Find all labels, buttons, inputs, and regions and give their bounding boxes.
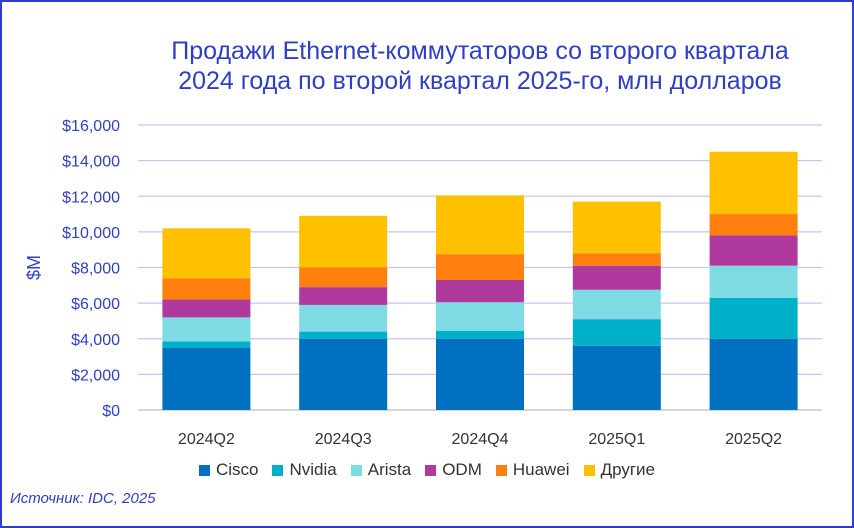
chart-title-line-1: Продажи Ethernet-коммутаторов со второго… (171, 37, 789, 65)
legend-swatch (350, 464, 362, 476)
source-note: Источник: IDC, 2025 (10, 490, 156, 507)
bar-segment (709, 338, 798, 410)
y-tick-label: $0 (102, 403, 120, 420)
bar-segment (162, 341, 251, 348)
bar-segment (572, 289, 661, 320)
bar-segment (299, 215, 388, 268)
bar-segment (709, 235, 798, 266)
x-tick-label: 2025Q2 (725, 431, 782, 448)
legend-swatch (198, 464, 210, 476)
y-tick-label: $14,000 (62, 154, 120, 171)
legend-label: Nvidia (289, 460, 337, 479)
bar-segment (299, 304, 388, 332)
bar-segment (572, 201, 661, 254)
bar-segment (709, 214, 798, 236)
chart-title: Продажи Ethernet-коммутаторов со второго… (120, 36, 840, 96)
bar-segment (162, 228, 251, 279)
legend-item: Huawei (495, 460, 570, 480)
y-tick-label: $12,000 (62, 189, 120, 206)
chart-title-line-2: 2024 года по второй квартал 2025-го, млн… (178, 67, 782, 95)
legend-label: Cisco (215, 460, 259, 479)
x-tick-label: 2024Q2 (178, 431, 235, 448)
bar-segment (709, 297, 798, 339)
bar-segment (572, 253, 661, 266)
y-tick-label: $16,000 (62, 118, 120, 135)
legend-swatch (583, 464, 595, 476)
y-tick-label: $8,000 (71, 261, 120, 278)
bar-segment (436, 195, 524, 255)
legend-item: Nvidia (272, 460, 337, 480)
legend-item: ODM (425, 460, 482, 480)
bar-segment (299, 331, 388, 339)
bar-segment (709, 265, 798, 298)
legend-label: Другие (600, 460, 656, 479)
legend-item: Другие (583, 460, 656, 480)
legend-swatch (495, 464, 507, 476)
y-tick-label: $6,000 (71, 296, 120, 313)
legend-swatch (425, 464, 437, 476)
bar-segment (436, 330, 524, 339)
bar-segment (299, 287, 388, 305)
bar-segment (436, 254, 524, 280)
bar-segment (572, 345, 661, 410)
chart-legend: Cisco Nvidia Arista ODM Huawei Другие (0, 460, 854, 480)
bar-segment (162, 317, 251, 342)
y-tick-label: $2,000 (71, 367, 120, 384)
legend-label: ODM (442, 460, 482, 479)
y-axis-label: $M (24, 255, 44, 280)
legend-item: Arista (350, 460, 412, 480)
legend-label: Arista (367, 460, 412, 479)
legend-item: Cisco (198, 460, 259, 480)
bar-segment (299, 338, 388, 410)
legend-label: Huawei (512, 460, 570, 479)
legend-swatch (272, 464, 284, 476)
bar-segment (436, 302, 524, 331)
bar-segment (436, 338, 524, 410)
bar-segment (572, 265, 661, 290)
y-tick-label: $4,000 (71, 332, 120, 349)
bar-segment (709, 151, 798, 215)
y-tick-label: $10,000 (62, 225, 120, 242)
bar-segment (162, 347, 251, 410)
bar-segment (162, 278, 251, 300)
bar-segment (162, 299, 251, 318)
bar-segment (436, 279, 524, 303)
x-tick-label: 2024Q3 (315, 431, 372, 448)
bar-segment (299, 267, 388, 288)
x-tick-label: 2025Q1 (588, 431, 645, 448)
bar-segment (572, 319, 661, 346)
x-tick-label: 2024Q4 (452, 431, 509, 448)
